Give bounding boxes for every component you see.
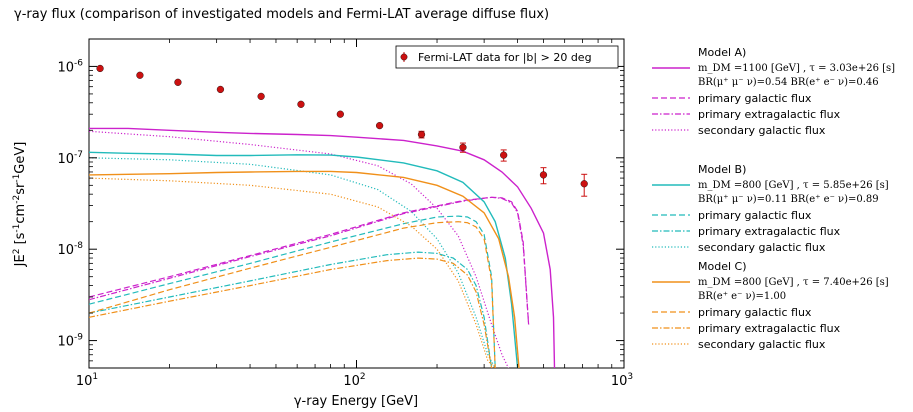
fermi-point xyxy=(96,64,104,73)
legend-entry-label: primary extragalactic flux xyxy=(698,225,841,238)
fermi-point xyxy=(500,151,508,159)
fermi-point xyxy=(297,100,305,108)
legend-model-title: Model A) xyxy=(698,46,746,59)
legend-entry-label: primary galactic flux xyxy=(698,209,812,222)
fermi-point xyxy=(257,92,265,100)
model-2-primary-galactic-flux-curve xyxy=(89,221,496,368)
legend-param-line1: m_DM =800 [GeV] , τ = 5.85e+26 [s] xyxy=(698,180,889,191)
y-tick-label: 10-9 xyxy=(57,333,83,350)
legend-entry-label: primary galactic flux xyxy=(698,92,812,105)
fermi-legend-marker xyxy=(400,53,408,61)
x-tick-label: 102 xyxy=(343,372,365,389)
model-2-primary-extragalactic-flux-curve xyxy=(89,257,493,368)
x-tick-label: 103 xyxy=(611,372,633,389)
legend-param-line1: m_DM =800 [GeV] , τ = 7.40e+26 [s] xyxy=(698,277,889,288)
chart-title: γ-ray flux (comparison of investigated m… xyxy=(14,7,549,22)
legend-entry-label: primary galactic flux xyxy=(698,306,812,319)
model-1-secondary-galactic-flux-curve xyxy=(89,157,496,368)
curves-layer xyxy=(89,127,556,368)
fermi-point xyxy=(216,85,225,94)
fermi-point xyxy=(376,122,384,130)
y-axis-label: JE2 [s-1cm-2sr-1GeV] xyxy=(12,142,28,268)
x-tick-label: 101 xyxy=(76,372,98,389)
ticks-layer: 101 102 103 10-9 10-8 10-7 10-6 xyxy=(57,39,633,389)
legend-entry-label: secondary galactic flux xyxy=(698,241,826,254)
model-0-primary-extragalactic-flux-curve xyxy=(89,196,530,325)
legend-param-line2: BR(μ⁺ μ⁻ ν)=0.54 BR(e⁺ e⁻ ν)=0.46 xyxy=(698,77,879,88)
x-axis-label: γ-ray Energy [GeV] xyxy=(294,394,418,409)
fermi-point xyxy=(136,71,144,79)
y-tick-label: 10-6 xyxy=(57,58,83,75)
model-legend: Model A) m_DM =1100 [GeV] , τ = 3.03e+26 … xyxy=(652,46,895,351)
legend-entry-label: secondary galactic flux xyxy=(698,124,826,137)
fermi-legend-label: Fermi-LAT data for |b| > 20 deg xyxy=(418,51,592,64)
fermi-point xyxy=(459,143,467,151)
fermi-point xyxy=(336,110,344,118)
model-1-primary-galactic-flux-curve xyxy=(89,215,496,368)
legend-param-line1: m_DM =1100 [GeV] , τ = 3.03e+26 [s] xyxy=(698,63,895,74)
model-2-total-curve xyxy=(89,170,520,368)
legend-entry-label: primary extragalactic flux xyxy=(698,322,841,335)
y-tick-label: 10-8 xyxy=(57,241,83,258)
plot-area xyxy=(88,38,625,369)
model-1-primary-extragalactic-flux-curve xyxy=(89,251,493,368)
fermi-legend: Fermi-LAT data for |b| > 20 deg xyxy=(395,45,619,69)
legend-model-title: Model C) xyxy=(698,260,747,273)
legend-entry-label: primary extragalactic flux xyxy=(698,108,841,121)
fermi-point xyxy=(417,130,426,139)
fermi-point xyxy=(174,78,182,86)
legend-entry-label: secondary galactic flux xyxy=(698,338,826,351)
legend-model-title: Model B) xyxy=(698,163,746,176)
legend-param-line2: BR(e⁺ e⁻ ν)=1.00 xyxy=(698,291,786,302)
model-1-total-curve xyxy=(89,151,519,368)
fermi-point xyxy=(580,180,588,188)
model-0-total-curve xyxy=(89,127,556,368)
fermi-points-layer xyxy=(96,64,588,197)
fermi-point xyxy=(539,171,548,179)
y-tick-label: 10-7 xyxy=(57,150,83,167)
legend-param-line2: BR(μ⁺ μ⁻ ν)=0.11 BR(e⁺ e⁻ ν)=0.89 xyxy=(698,194,879,205)
